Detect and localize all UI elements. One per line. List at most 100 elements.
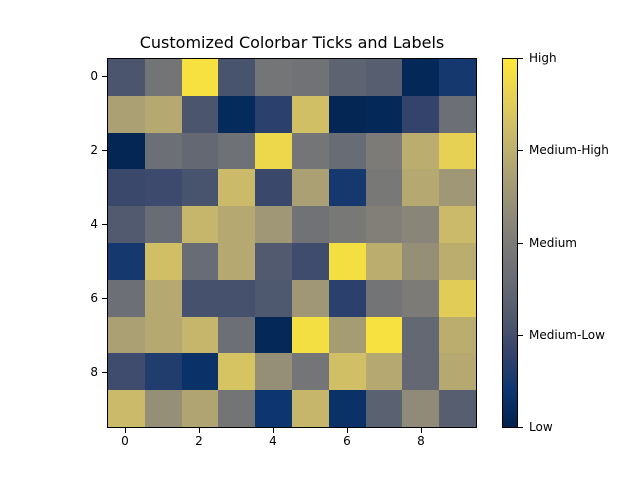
heatmap-cell: [144, 169, 182, 207]
colorbar-label-low: Low: [529, 420, 553, 434]
x-tick-label: 0: [121, 434, 129, 448]
colorbar-label-medium-high: Medium-High: [529, 143, 609, 157]
heatmap-cell: [365, 242, 403, 280]
heatmap-cell: [328, 95, 366, 133]
heatmap-cell: [181, 316, 219, 354]
heatmap-cell: [181, 169, 219, 207]
heatmap-cell: [402, 206, 440, 243]
y-tick-label: 0: [90, 69, 98, 83]
heatmap-cell: [439, 169, 476, 207]
colorbar-label-medium: Medium: [529, 236, 577, 250]
heatmap-cell: [291, 316, 329, 354]
heatmap-cell: [291, 59, 329, 96]
heatmap-cell: [291, 95, 329, 133]
heatmap-cell: [218, 132, 256, 170]
colorbar-tick-mark: [518, 58, 523, 59]
heatmap-cell: [255, 316, 292, 354]
colorbar-label-medium-low: Medium-Low: [529, 328, 605, 342]
heatmap-cell: [439, 316, 476, 354]
colorbar-label-high: High: [529, 51, 557, 65]
heatmap-grid: [108, 59, 476, 427]
heatmap-cell: [328, 206, 366, 243]
heatmap-cell: [108, 242, 145, 280]
heatmap-cell: [365, 95, 403, 133]
heatmap-cell: [328, 169, 366, 207]
x-tick-mark: [347, 428, 348, 433]
heatmap-cell: [439, 59, 476, 96]
x-tick-label: 2: [195, 434, 203, 448]
heatmap-cell: [402, 316, 440, 354]
heatmap-cell: [255, 132, 292, 170]
y-tick-label: 8: [90, 365, 98, 379]
heatmap-cell: [181, 390, 219, 427]
heatmap-cell: [402, 242, 440, 280]
heatmap-cell: [291, 169, 329, 207]
chart-title: Customized Colorbar Ticks and Labels: [139, 33, 445, 52]
heatmap-cell: [402, 279, 440, 317]
heatmap-cell: [181, 132, 219, 170]
heatmap-cell: [291, 353, 329, 391]
heatmap-cell: [365, 206, 403, 243]
heatmap-cell: [439, 390, 476, 427]
heatmap-cell: [255, 59, 292, 96]
heatmap-cell: [255, 353, 292, 391]
heatmap-cell: [328, 353, 366, 391]
x-tick-label: 8: [417, 434, 425, 448]
heatmap-cell: [365, 390, 403, 427]
heatmap-cell: [108, 316, 145, 354]
y-tick-mark: [102, 372, 107, 373]
heatmap-cell: [365, 353, 403, 391]
heatmap-cell: [255, 390, 292, 427]
heatmap-cell: [402, 132, 440, 170]
heatmap-cell: [328, 279, 366, 317]
heatmap-cell: [291, 206, 329, 243]
heatmap-cell: [218, 169, 256, 207]
heatmap-cell: [402, 353, 440, 391]
heatmap-cell: [181, 95, 219, 133]
x-tick-label: 6: [343, 434, 351, 448]
heatmap-cell: [328, 132, 366, 170]
x-tick-mark: [421, 428, 422, 433]
heatmap-cell: [218, 242, 256, 280]
y-tick-label: 2: [90, 143, 98, 157]
y-tick-label: 6: [90, 291, 98, 305]
heatmap-cell: [108, 95, 145, 133]
y-tick-mark: [102, 150, 107, 151]
y-tick-mark: [102, 224, 107, 225]
heatmap-cell: [365, 279, 403, 317]
heatmap-cell: [218, 353, 256, 391]
heatmap-cell: [144, 279, 182, 317]
heatmap-cell: [439, 132, 476, 170]
heatmap-cell: [144, 95, 182, 133]
heatmap-cell: [108, 279, 145, 317]
heatmap-cell: [108, 169, 145, 207]
heatmap-cell: [365, 169, 403, 207]
heatmap-cell: [144, 132, 182, 170]
heatmap-cell: [218, 206, 256, 243]
heatmap-cell: [328, 242, 366, 280]
y-tick-mark: [102, 298, 107, 299]
heatmap-cell: [402, 59, 440, 96]
heatmap-cell: [144, 390, 182, 427]
heatmap-cell: [439, 353, 476, 391]
heatmap-cell: [328, 316, 366, 354]
heatmap-cell: [108, 132, 145, 170]
heatmap-cell: [365, 59, 403, 96]
heatmap-cell: [181, 353, 219, 391]
x-tick-mark: [199, 428, 200, 433]
heatmap-cell: [439, 242, 476, 280]
heatmap-cell: [181, 206, 219, 243]
colorbar-tick-mark: [518, 243, 523, 244]
heatmap-cell: [255, 242, 292, 280]
heatmap-cell: [181, 242, 219, 280]
heatmap-cell: [218, 279, 256, 317]
heatmap-cell: [255, 169, 292, 207]
heatmap-cell: [108, 206, 145, 243]
heatmap-cell: [291, 390, 329, 427]
x-tick-mark: [273, 428, 274, 433]
heatmap-cell: [218, 316, 256, 354]
colorbar-tick-mark: [518, 150, 523, 151]
y-tick-label: 4: [90, 217, 98, 231]
heatmap-cell: [402, 169, 440, 207]
heatmap-cell: [402, 95, 440, 133]
